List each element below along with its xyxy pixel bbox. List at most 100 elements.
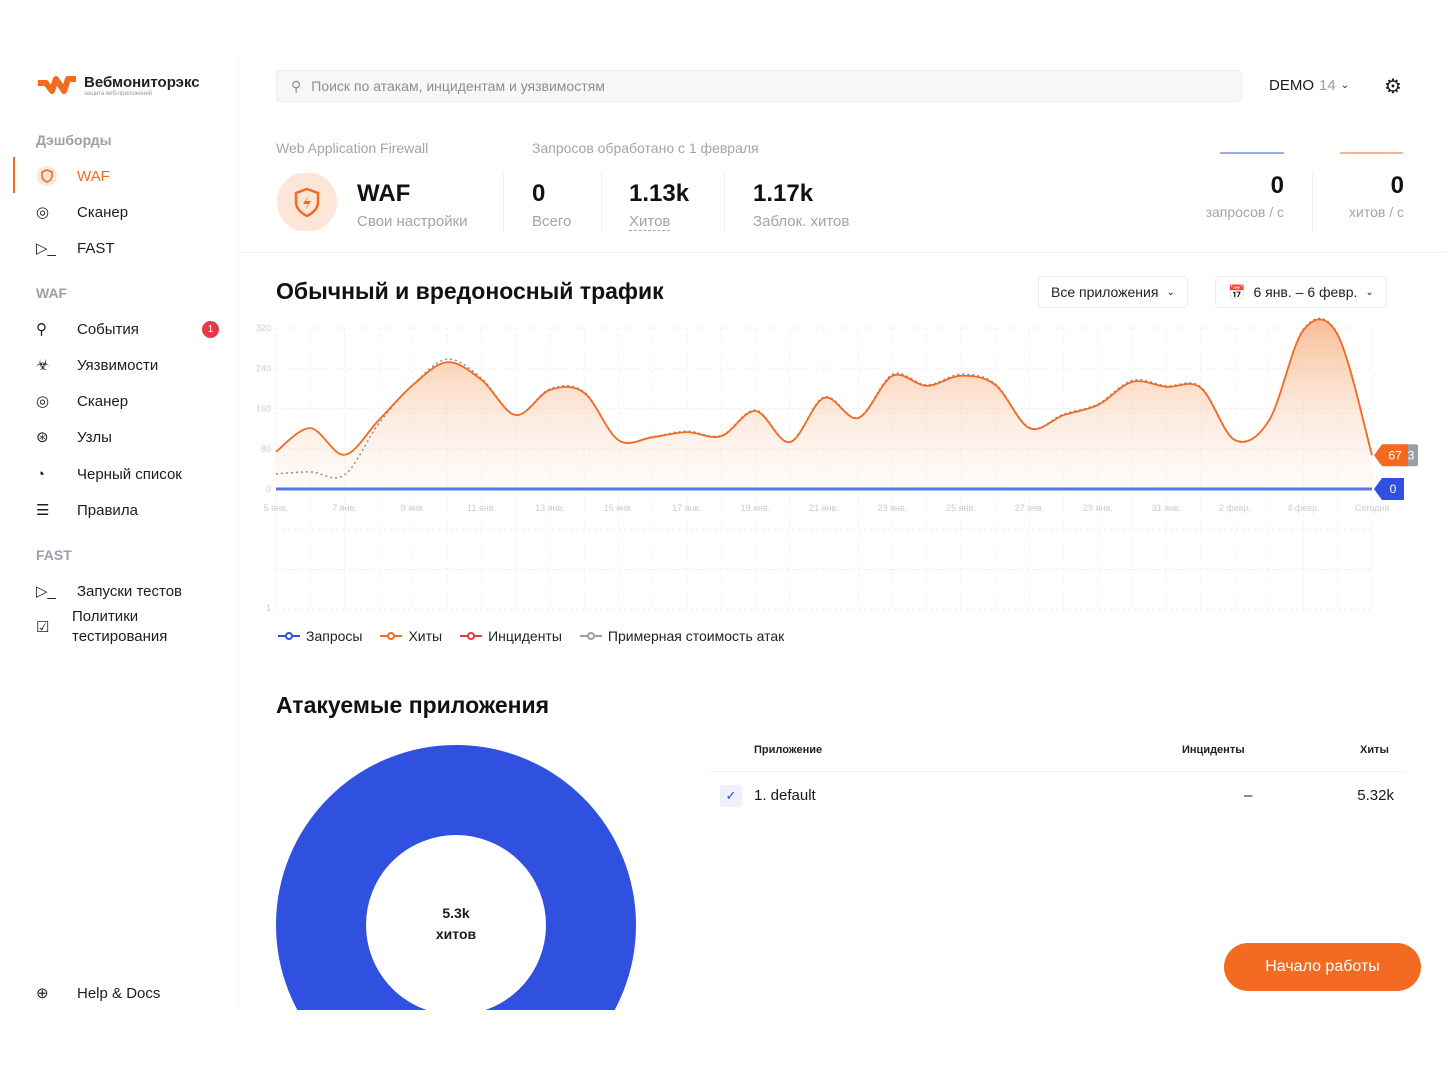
x-tick-label: Сегодня: [1355, 503, 1390, 513]
hits-label[interactable]: Хитов: [629, 213, 671, 231]
sidebar-item-blacklist[interactable]: ◔ Черный список: [36, 463, 182, 485]
get-started-button[interactable]: Начало работы: [1224, 943, 1421, 991]
donut-slice-default[interactable]: [276, 745, 636, 1010]
hits-tag: 67: [1388, 448, 1402, 462]
brand-tagline: защита веб-приложений: [84, 91, 153, 97]
policy-icon: ☑: [36, 619, 50, 636]
help-label: Help & Docs: [77, 984, 161, 1002]
x-tick-label: 9 янв.: [401, 503, 426, 513]
sidebar-item-waf-dashboard[interactable]: WAF: [36, 165, 110, 187]
lifebuoy-icon: ⊕: [36, 985, 49, 1002]
table-divider: [710, 771, 1404, 772]
sidebar-item-scanner-dashboard[interactable]: ◎ Сканер: [36, 201, 128, 223]
checkbox-checked-icon[interactable]: ✓: [720, 785, 742, 807]
account-switcher[interactable]: DEMO 14 ⌄: [1269, 77, 1349, 94]
sidebar-divider: [238, 60, 239, 1010]
donut-chart: [276, 745, 636, 1010]
attacked-apps-title: Атакуемые приложения: [276, 692, 550, 718]
sidebar-item-rules[interactable]: ☰ Правила: [36, 499, 138, 521]
rps-label: запросов / с: [1205, 204, 1284, 220]
legend-incidents[interactable]: Инциденты: [460, 628, 562, 644]
sidebar-item-label: Черный список: [77, 465, 182, 483]
sidebar-section-fast: FAST: [36, 547, 72, 563]
x-tick-label: 5 янв.: [264, 503, 289, 513]
divider: [724, 172, 725, 232]
date-range-picker[interactable]: 📅 6 янв. – 6 февр. ⌄: [1215, 276, 1387, 308]
chart-legend: Запросы Хиты Инциденты Примерная стоимос…: [278, 628, 784, 644]
terminal-icon: ▷_: [36, 240, 56, 257]
search-icon: ⚲: [291, 77, 302, 94]
sidebar-item-events[interactable]: ⚲ События: [36, 318, 139, 340]
x-tick-label: 4 февр.: [1287, 503, 1319, 513]
search-bar[interactable]: ⚲: [276, 70, 1242, 102]
blocked-hits-value: 1.17k: [753, 180, 814, 207]
sidebar-item-label: Политики тестирования: [72, 608, 168, 645]
y-tick-label: 240: [256, 363, 271, 373]
date-range-value: 6 янв. – 6 февр.: [1253, 284, 1358, 300]
x-tick-label: 31 янв.: [1152, 503, 1182, 513]
legend-label: Запросы: [306, 628, 363, 644]
divider: [1312, 172, 1313, 232]
search-icon: ⚲: [36, 321, 47, 338]
legend-hits[interactable]: Хиты: [380, 628, 442, 644]
logo-icon: [38, 76, 76, 94]
donut-label: хитов: [435, 926, 477, 942]
hps-label: хитов / с: [1349, 204, 1404, 220]
y-tick-label: 80: [261, 444, 271, 454]
hps-value: 0: [1390, 172, 1404, 199]
sidebar-item-scanner[interactable]: ◎ Сканер: [36, 390, 128, 412]
x-tick-label: 7 янв.: [332, 503, 357, 513]
hits-value: 1.13k: [629, 180, 690, 207]
traffic-title: Обычный и вредоносный трафик: [276, 278, 664, 304]
account-number: 14: [1319, 77, 1336, 94]
x-tick-label: 27 янв.: [1015, 503, 1045, 513]
x-tick-label: 29 янв.: [1083, 503, 1113, 513]
sidebar-section-dashboards: Дэшборды: [36, 132, 112, 148]
app-filter-value: Все приложения: [1051, 284, 1159, 300]
legend-label: Хиты: [408, 628, 443, 644]
sidebar-item-test-runs[interactable]: ▷_ Запуски тестов: [36, 580, 182, 602]
sidebar-item-fast-dashboard[interactable]: ▷_ FAST: [36, 237, 115, 259]
app-filter-dropdown[interactable]: Все приложения ⌄: [1038, 276, 1188, 308]
sidebar-item-vulnerabilities[interactable]: ☣ Уязвимости: [36, 354, 158, 376]
y-tick-label: 160: [256, 404, 271, 414]
x-tick-label: 13 янв.: [535, 503, 565, 513]
waf-title: WAF: [357, 180, 411, 207]
sidebar-item-label: FAST: [77, 239, 115, 257]
legend-attack-cost[interactable]: Примерная стоимость атак: [579, 628, 785, 644]
divider: [503, 172, 504, 232]
shield-icon: [36, 166, 62, 186]
sidebar-item-label: События: [77, 320, 139, 338]
donut-value: 5.3k: [442, 905, 470, 921]
requests-sparkline: [1220, 152, 1284, 154]
legend-requests[interactable]: Запросы: [278, 628, 362, 644]
sidebar-item-label: Сканер: [77, 203, 129, 221]
help-docs-link[interactable]: ⊕ Help & Docs: [36, 982, 160, 1004]
search-input[interactable]: [311, 78, 1212, 94]
table-row[interactable]: ✓ 1. default – 5.32k: [720, 785, 1404, 807]
rules-icon: ☰: [36, 502, 50, 519]
requests-tag-bg: [1374, 478, 1404, 500]
divider: [601, 172, 602, 232]
column-header-incidents[interactable]: Инциденты: [1182, 744, 1245, 756]
gear-icon[interactable]: ⚙: [1384, 76, 1402, 98]
sidebar-item-label: Узлы: [77, 428, 112, 446]
hits-area: [276, 319, 1372, 489]
sidebar-item-test-policies[interactable]: ☑ Политики тестирования: [36, 607, 206, 647]
sidebar-item-label: WAF: [77, 167, 110, 185]
section-divider: [240, 252, 1447, 253]
sidebar-item-nodes[interactable]: ⊛ Узлы: [36, 426, 112, 448]
blacklist-icon: ◔: [36, 465, 46, 483]
column-header-app[interactable]: Приложение: [754, 744, 823, 756]
sidebar-item-label: Уязвимости: [77, 356, 159, 374]
column-header-hits[interactable]: Хиты: [1360, 744, 1389, 756]
x-tick-label: 17 янв.: [672, 503, 702, 513]
x-tick-label: 25 янв.: [946, 503, 976, 513]
legend-label: Примерная стоимость атак: [607, 628, 785, 644]
requests-caption: Запросов обработано с 1 февраля: [532, 140, 759, 156]
calendar-icon: 📅: [1228, 283, 1246, 300]
app-incidents: –: [1244, 787, 1253, 804]
y-tick-label: 320: [256, 323, 271, 333]
y-tick-label: 1: [266, 603, 271, 613]
